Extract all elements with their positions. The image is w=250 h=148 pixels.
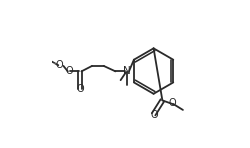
Text: O: O bbox=[65, 66, 73, 76]
Text: O: O bbox=[169, 98, 176, 108]
Text: O: O bbox=[56, 60, 63, 70]
Text: O: O bbox=[76, 84, 84, 94]
Text: O: O bbox=[150, 110, 158, 120]
Text: methyl: methyl bbox=[52, 63, 57, 64]
Text: N: N bbox=[123, 66, 131, 76]
